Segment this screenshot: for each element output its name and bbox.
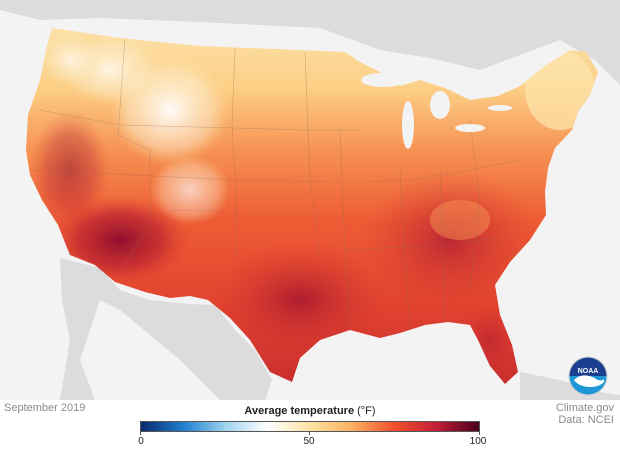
mexico-landmass (60, 258, 272, 400)
legend-color-bar (140, 421, 480, 432)
lake-huron (430, 91, 450, 119)
lake-ontario (488, 105, 512, 111)
us-temperature-field (26, 28, 598, 384)
map-canvas (0, 0, 620, 400)
legend-label-min: 0 (138, 436, 144, 447)
legend-tick-max (479, 432, 480, 435)
legend-unit: (°F) (357, 405, 376, 417)
legend-title-text: Average temperature (244, 405, 355, 417)
legend-label-max: 100 (469, 436, 487, 447)
noaa-logo-icon: NOAA (568, 356, 608, 396)
credit-source: Climate.gov (555, 402, 614, 414)
credit-data: Data: NCEI (558, 414, 614, 426)
credit-block: Climate.gov Data: NCEI (556, 402, 614, 426)
period-label: September 2019 (4, 402, 86, 414)
noaa-logo-text: NOAA (578, 368, 599, 375)
lake-superior (361, 73, 405, 87)
temperature-map: NOAA (0, 0, 620, 400)
legend-title: Average temperature (°F) (140, 405, 480, 417)
state-boundaries (29, 37, 521, 331)
legend-tick-min (140, 432, 141, 435)
canada-landmass (0, 0, 620, 85)
great-lakes (361, 73, 512, 149)
map-footer: September 2019 Average temperature (°F) … (0, 400, 620, 450)
legend-label-mid: 50 (303, 436, 315, 447)
lake-erie (455, 124, 485, 132)
legend-tick-mid (309, 432, 310, 435)
lake-michigan (402, 101, 414, 149)
